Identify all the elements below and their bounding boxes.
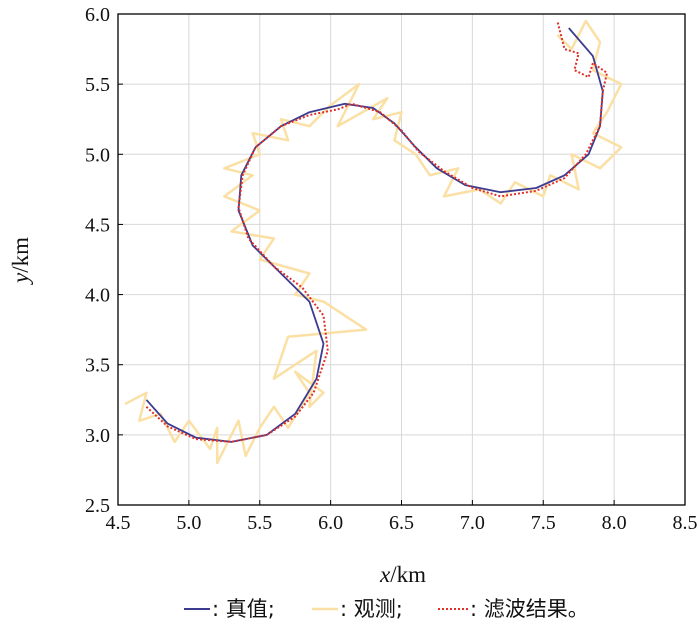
- x-tick-label: 8.0: [602, 512, 627, 534]
- y-tick-label: 3.5: [85, 355, 110, 377]
- y-axis-var: y: [8, 272, 33, 285]
- y-tick-label: 5.5: [85, 74, 110, 96]
- x-tick-label: 5.0: [176, 512, 201, 534]
- y-tick-label: 3.0: [85, 425, 110, 447]
- y-tick-label: 5.0: [85, 144, 110, 166]
- y-axis-label: y/km: [8, 237, 33, 285]
- legend: : 真值; : 观测; : 滤波结果。: [184, 597, 589, 621]
- series-observation-line: [124, 19, 623, 465]
- y-tick-label: 4.0: [85, 285, 110, 307]
- series-truth-line: [145, 27, 604, 443]
- legend-label-filter: : 滤波结果。: [470, 597, 589, 621]
- y-tick-label: 4.5: [85, 214, 110, 236]
- legend-label-observation: : 观测;: [340, 597, 403, 621]
- x-tick-label: 6.0: [318, 512, 343, 534]
- x-tick-label: 7.0: [460, 512, 485, 534]
- y-tick-label: 2.5: [85, 495, 110, 517]
- y-axis-unit: /km: [8, 237, 33, 273]
- x-tick-label: 6.5: [389, 512, 414, 534]
- ticks: 4.5 5.0 5.5 6.0 6.5 7.0 7.5 8.0 8.5 2.5 3.0 3.5 4.0 4…: [85, 4, 698, 534]
- x-axis-unit: /km: [390, 562, 426, 587]
- x-tick-label: 7.5: [531, 512, 556, 534]
- x-tick-label: 8.5: [673, 512, 698, 534]
- series-layer: [124, 19, 623, 465]
- y-tick-label: 6.0: [85, 4, 110, 26]
- x-axis-label: x/km: [379, 562, 426, 587]
- legend-label-truth: : 真值;: [212, 597, 275, 621]
- x-tick-label: 4.5: [106, 512, 131, 534]
- x-axis-var: x: [379, 562, 391, 587]
- x-tick-label: 5.5: [247, 512, 272, 534]
- grid: [118, 14, 685, 505]
